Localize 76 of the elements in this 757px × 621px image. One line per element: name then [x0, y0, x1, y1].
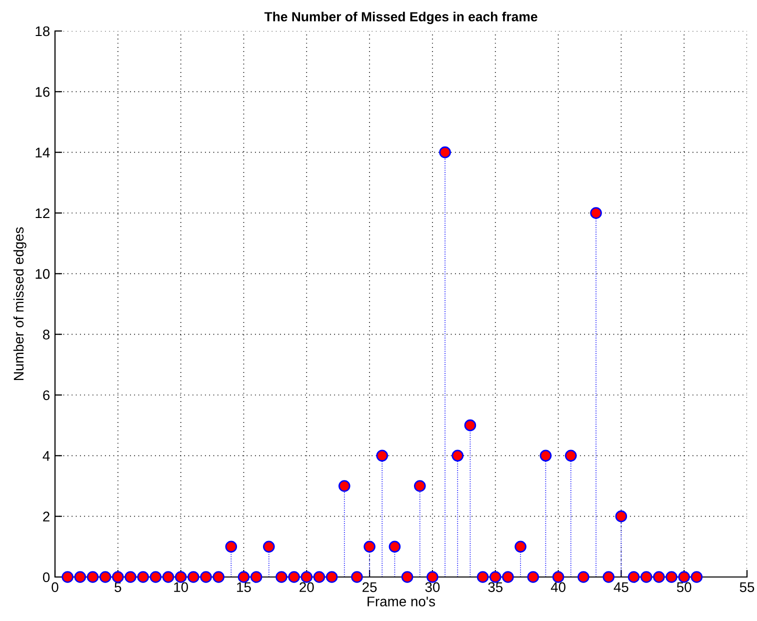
point: [238, 571, 250, 583]
point: [112, 571, 124, 583]
x-tick-label: 35: [488, 582, 503, 592]
y-tick-label: 18: [36, 26, 50, 36]
x-tick-label: 0: [52, 582, 58, 592]
point: [364, 540, 376, 553]
x-tick-label: 40: [550, 582, 566, 592]
point: [678, 571, 690, 583]
x-tick-label: 15: [237, 582, 251, 592]
y-tick-label: 10: [36, 269, 50, 279]
point: [489, 571, 502, 583]
y-tick-label: 6: [43, 390, 50, 400]
point: [414, 480, 426, 492]
point: [401, 571, 414, 583]
point: [464, 419, 476, 432]
x-tick-label: 30: [425, 582, 440, 592]
point: [62, 571, 74, 583]
point: [476, 571, 489, 583]
point: [452, 450, 464, 462]
point: [640, 571, 652, 583]
point: [250, 571, 262, 583]
point: [262, 540, 275, 553]
point: [388, 540, 401, 553]
point: [351, 571, 363, 583]
point: [300, 571, 313, 583]
point: [502, 571, 514, 583]
point: [628, 571, 640, 583]
point: [212, 571, 224, 583]
point: [439, 146, 451, 158]
point: [74, 571, 86, 583]
y-tick-label: 12: [36, 208, 50, 218]
y-tick-label: 14: [36, 148, 50, 158]
point: [602, 571, 615, 583]
x-tick-label: 25: [362, 582, 377, 592]
point: [552, 571, 564, 583]
point: [666, 571, 678, 583]
y-tick-label: 2: [43, 512, 50, 522]
point: [653, 571, 665, 583]
x-tick-label: 50: [676, 582, 692, 592]
point: [690, 571, 703, 583]
point: [288, 571, 300, 583]
point: [162, 571, 174, 583]
y-tick-label: 0: [42, 572, 50, 582]
x-tick-label: 10: [174, 582, 188, 592]
x-axis-title: Frame no's: [368, 596, 436, 606]
point: [615, 510, 628, 522]
point: [338, 480, 350, 492]
point: [514, 540, 526, 553]
point: [187, 571, 200, 583]
point: [326, 571, 338, 583]
point: [276, 571, 288, 583]
point: [578, 571, 590, 583]
y-axis-title: Number of missed edges: [13, 227, 26, 380]
y-tick-label: 16: [36, 87, 50, 97]
point: [86, 571, 99, 583]
x-tick-label: 5: [114, 582, 122, 592]
point: [527, 571, 540, 583]
y-tick-label: 4: [42, 451, 50, 461]
point: [376, 450, 388, 462]
point: [137, 571, 149, 583]
y-tick-label: 8: [43, 330, 50, 340]
x-tick-label: 55: [740, 582, 754, 592]
point: [313, 571, 326, 583]
point: [426, 571, 438, 583]
point: [590, 207, 602, 219]
point: [150, 571, 162, 583]
point: [225, 540, 238, 553]
x-tick-label: 45: [614, 582, 628, 592]
x-tick-label: 20: [300, 582, 314, 592]
point: [540, 450, 552, 462]
point: [124, 571, 136, 583]
point: [200, 571, 212, 583]
chart-title: The Number of Missed Edges in each frame: [264, 12, 538, 24]
point: [174, 571, 187, 583]
point: [99, 571, 112, 583]
point: [564, 450, 577, 462]
